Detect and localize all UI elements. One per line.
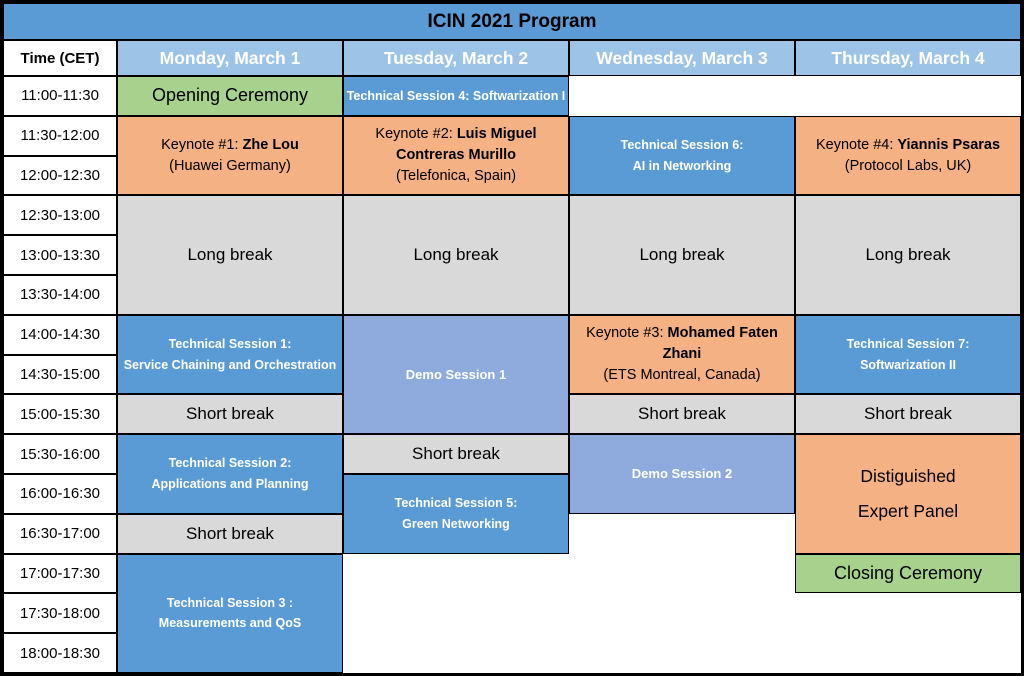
event-text-line: Closing Ceremony xyxy=(833,562,983,583)
event-short-break-monday-1: Short break xyxy=(117,394,343,435)
event-keynote-3: Keynote #3: Mohamed Faten Zhani (ETS Montr… xyxy=(569,314,795,395)
event-text-line: Distiguished xyxy=(860,465,956,486)
event-keynote-2: Keynote #2: Luis Miguel Contreras Murillo… xyxy=(343,115,569,196)
event-text-line: Contreras Murillo xyxy=(395,147,517,164)
event-text-line: Applications and Planning xyxy=(151,476,309,491)
event-text-line: (Telefonica, Spain) xyxy=(395,168,517,185)
event-text-line: Short break xyxy=(638,404,726,424)
day-header-thursday: Thursday, March 4 xyxy=(795,40,1021,76)
event-long-break-monday: Long break xyxy=(117,195,343,315)
event-long-break-tuesday: Long break xyxy=(343,195,569,315)
event-text-line: Technical Session 5: xyxy=(394,496,518,511)
event-text-line: Technical Session 6: xyxy=(620,137,744,152)
time-slot: 14:30-15:00 xyxy=(3,354,117,395)
day-header-tuesday: Tuesday, March 2 xyxy=(343,40,569,76)
event-opening-ceremony: Opening Ceremony xyxy=(117,76,343,116)
event-technical-session-2: Technical Session 2: Applications and Pla… xyxy=(117,434,343,514)
event-text-line: Technical Session 3 : xyxy=(166,595,294,610)
event-text-line: Short break xyxy=(864,404,952,424)
event-demo-session-1: Demo Session 1 xyxy=(343,314,569,435)
event-text-line: Long break xyxy=(639,245,725,265)
event-text-line: Technical Session 4: Softwarization I xyxy=(346,88,566,103)
event-text-line: AI in Networking xyxy=(632,158,732,173)
event-text-line: Demo Session 2 xyxy=(631,466,733,482)
event-short-break-monday-2: Short break xyxy=(117,513,343,554)
event-text-line: Expert Panel xyxy=(857,500,959,521)
time-slot: 12:30-13:00 xyxy=(3,195,117,236)
event-text-line: Measurements and QoS xyxy=(158,616,302,631)
event-text-line: Technical Session 7: xyxy=(846,336,970,351)
time-slot: 18:00-18:30 xyxy=(3,633,117,673)
event-technical-session-7: Technical Session 7: Softwarization II xyxy=(795,314,1021,395)
event-text-line: Service Chaining and Orchestration xyxy=(123,357,337,372)
event-technical-session-4: Technical Session 4: Softwarization I xyxy=(343,76,569,116)
event-text-line: Long break xyxy=(187,245,273,265)
event-text-line: (Huawei Germany) xyxy=(169,157,291,174)
event-keynote-4: Keynote #4: Yiannis Psaras (Protocol Labs… xyxy=(795,115,1021,196)
time-slot: 12:00-12:30 xyxy=(3,155,117,196)
event-text-line: Technical Session 2: xyxy=(168,456,292,471)
day-header-wednesday: Wednesday, March 3 xyxy=(569,40,795,76)
event-text-line: (ETS Montreal, Canada) xyxy=(603,367,761,384)
event-technical-session-5: Technical Session 5: Green Networking xyxy=(343,473,569,554)
event-text-line: Keynote #1: Zhe Lou xyxy=(161,136,299,153)
event-text-line: Short break xyxy=(186,404,274,424)
time-slot: 11:00-11:30 xyxy=(3,76,117,116)
event-long-break-wednesday: Long break xyxy=(569,195,795,315)
time-slot: 17:00-17:30 xyxy=(3,553,117,594)
day-header-monday: Monday, March 1 xyxy=(117,40,343,76)
event-long-break-thursday: Long break xyxy=(795,195,1021,315)
event-demo-session-2: Demo Session 2 xyxy=(569,434,795,514)
event-technical-session-6: Technical Session 6: AI in Networking xyxy=(569,115,795,196)
event-text-line: Long break xyxy=(413,245,499,265)
event-text-line: Demo Session 1 xyxy=(405,366,507,382)
time-slot: 13:00-13:30 xyxy=(3,235,117,275)
time-slot: 17:30-18:00 xyxy=(3,593,117,634)
time-slot: 16:30-17:00 xyxy=(3,513,117,554)
event-text-line: Zhani xyxy=(662,346,702,363)
time-slot: 13:30-14:00 xyxy=(3,274,117,315)
time-slot: 15:30-16:00 xyxy=(3,434,117,474)
event-short-break-wednesday: Short break xyxy=(569,394,795,435)
event-text-line: Short break xyxy=(412,444,500,464)
event-text-line: Keynote #2: Luis Miguel xyxy=(375,126,537,143)
event-text-line: (Protocol Labs, UK) xyxy=(844,157,972,174)
time-column-header: Time (CET) xyxy=(3,40,117,76)
event-technical-session-1: Technical Session 1: Service Chaining and… xyxy=(117,314,343,395)
event-technical-session-3: Technical Session 3 : Measurements and Qo… xyxy=(117,553,343,673)
time-slot: 11:30-12:00 xyxy=(3,115,117,156)
event-text-line: Green Networking xyxy=(402,516,510,531)
event-distinguished-expert-panel: Distiguished Expert Panel xyxy=(795,434,1021,554)
event-text-line: Keynote #4: Yiannis Psaras xyxy=(815,136,1001,153)
event-closing-ceremony: Closing Ceremony xyxy=(795,553,1021,594)
event-text-line: Opening Ceremony xyxy=(151,85,309,106)
event-keynote-1: Keynote #1: Zhe Lou (Huawei Germany) xyxy=(117,115,343,196)
event-text-line: Technical Session 1: xyxy=(168,336,292,351)
time-slot: 16:00-16:30 xyxy=(3,473,117,514)
event-short-break-thursday: Short break xyxy=(795,394,1021,435)
event-text-line: Long break xyxy=(865,245,951,265)
time-slot: 15:00-15:30 xyxy=(3,394,117,435)
event-text-line: Short break xyxy=(186,523,274,543)
time-slot: 14:00-14:30 xyxy=(3,314,117,355)
event-text-line: Keynote #3: Mohamed Faten xyxy=(586,325,778,342)
page-title: ICIN 2021 Program xyxy=(3,3,1021,40)
event-text-line: Softwarization II xyxy=(860,357,956,372)
event-short-break-tuesday: Short break xyxy=(343,434,569,474)
